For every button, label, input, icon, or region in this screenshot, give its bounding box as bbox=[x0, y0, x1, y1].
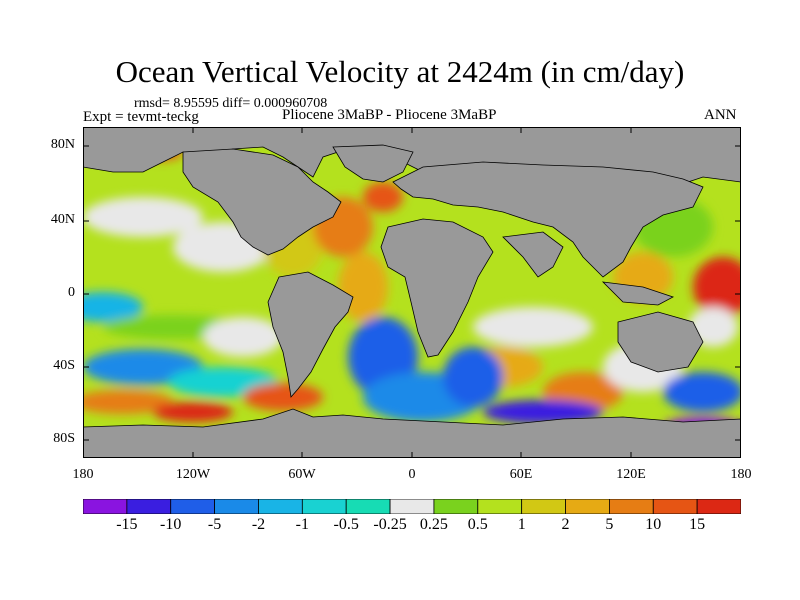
lat-ticks bbox=[83, 145, 741, 441]
indonesia bbox=[601, 281, 675, 306]
greenland bbox=[332, 144, 414, 183]
lon-label-120w: 120W bbox=[175, 467, 211, 482]
land bbox=[83, 127, 741, 458]
australia bbox=[617, 311, 704, 373]
lat-label-40n: 40N bbox=[50, 212, 75, 227]
colorbar-label: -5 bbox=[207, 516, 222, 533]
lon-label-180w: 180 bbox=[72, 467, 94, 482]
colorbar-label: 1 bbox=[517, 516, 526, 533]
north-america bbox=[182, 148, 342, 256]
colorbar-swatch bbox=[477, 499, 523, 514]
eurasia bbox=[392, 161, 704, 278]
lat-label-0: 0 bbox=[68, 285, 75, 300]
plot-title: Ocean Vertical Velocity at 2424m (in cm/… bbox=[115, 54, 685, 89]
colorbar-label: -2 bbox=[251, 516, 266, 533]
colorbar-swatch bbox=[214, 499, 259, 514]
ocean-map bbox=[83, 127, 741, 458]
colorbar-swatch bbox=[565, 499, 610, 514]
colorbar-label: -1 bbox=[295, 516, 309, 533]
colorbar-label: 10 bbox=[645, 516, 662, 533]
south-america bbox=[267, 271, 354, 398]
colorbar-swatch bbox=[126, 499, 172, 514]
colorbar-swatch bbox=[521, 499, 566, 514]
season-label: ANN bbox=[704, 107, 737, 123]
colorbar-swatch bbox=[609, 499, 654, 514]
colorbar-swatch bbox=[433, 499, 479, 514]
colorbar-swatch bbox=[258, 499, 303, 514]
lon-label-0: 0 bbox=[408, 467, 416, 482]
colorbar-swatch bbox=[170, 499, 216, 514]
lat-label-80n: 80N bbox=[50, 137, 75, 152]
colorbar-swatch bbox=[652, 499, 698, 514]
antarctica bbox=[83, 408, 741, 458]
colorbar-label: -15 bbox=[116, 516, 138, 533]
africa bbox=[380, 218, 494, 358]
colorbar-label: 2 bbox=[561, 516, 570, 533]
colorbar-label: -0.25 bbox=[373, 516, 407, 533]
lon-ticks bbox=[192, 127, 632, 458]
lat-label-40s: 40S bbox=[53, 358, 75, 373]
colorbar-label: 0.5 bbox=[467, 516, 488, 533]
colorbar bbox=[83, 499, 741, 514]
colorbar-swatch bbox=[301, 499, 347, 514]
colorbar-swatch bbox=[345, 499, 391, 514]
lat-label-80s: 80S bbox=[53, 431, 75, 446]
india bbox=[502, 231, 564, 278]
experiment-label: Expt = tevmt-teckg bbox=[83, 109, 199, 125]
colorbar-label: -0.5 bbox=[333, 516, 359, 533]
colorbar-label: 0.25 bbox=[419, 516, 448, 533]
colorbar-label: 5 bbox=[605, 516, 614, 533]
lon-label-60e: 60E bbox=[509, 467, 533, 482]
lon-label-120e: 120E bbox=[616, 467, 646, 482]
plot-subtitle: Pliocene 3MaBP - Pliocene 3MaBP bbox=[282, 107, 497, 123]
colorbar-swatch bbox=[389, 499, 435, 514]
lon-label-60w: 60W bbox=[288, 467, 316, 482]
colorbar-label: -10 bbox=[160, 516, 182, 533]
colorbar-swatch bbox=[83, 499, 128, 514]
colorbar-label: 15 bbox=[689, 516, 706, 533]
stats-text: rmsd= 8.95595 diff= 0.000960708 bbox=[134, 96, 328, 111]
lon-label-180e: 180 bbox=[730, 467, 752, 482]
colorbar-swatch bbox=[696, 499, 741, 514]
